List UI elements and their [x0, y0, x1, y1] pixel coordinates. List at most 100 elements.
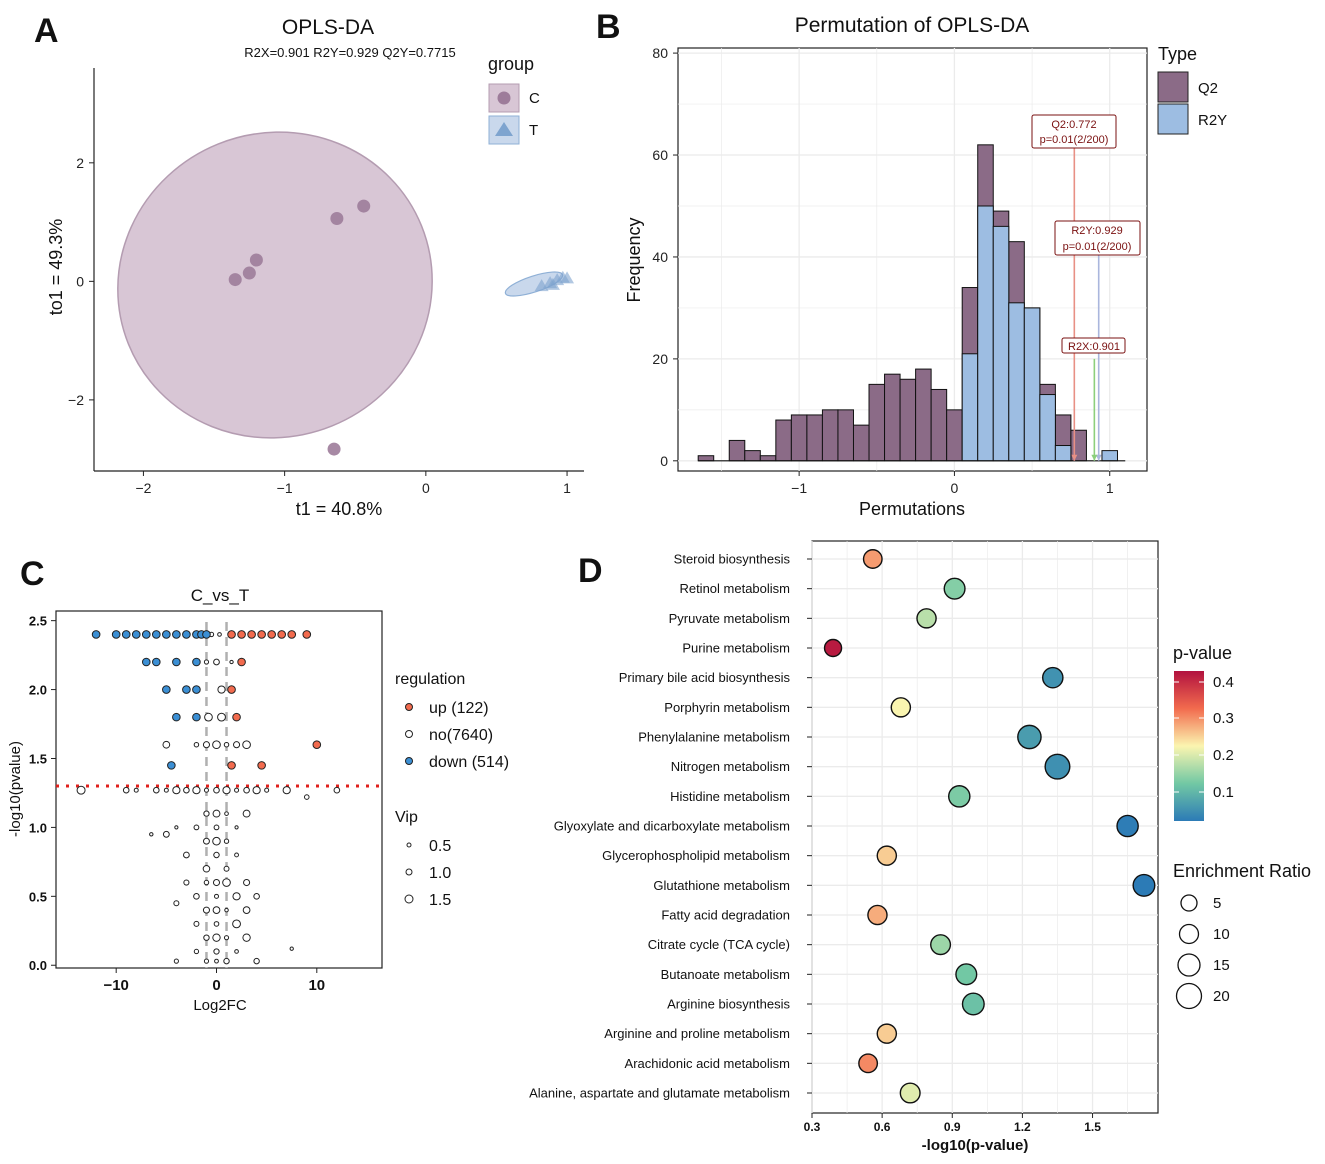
legend-no-marker — [405, 730, 413, 738]
panel-c-legend-title: regulation — [395, 671, 465, 688]
not-significant-point — [217, 712, 226, 722]
pathway-label: Glycerophospholipid metabolism — [602, 848, 790, 863]
not-significant-point — [204, 712, 213, 722]
size-legend-10-label: 10 — [1213, 926, 1230, 943]
not-significant-point — [282, 786, 291, 795]
not-significant-point — [253, 957, 260, 965]
up-regulated-point — [287, 630, 297, 639]
x-tick-label: −10 — [103, 977, 128, 994]
r2y-bar — [977, 205, 994, 462]
pathway-label: Alanine, aspartate and glutamate metabol… — [529, 1086, 790, 1101]
pathway-label: Histidine metabolism — [670, 789, 790, 804]
y-tick-label: 0.0 — [29, 958, 47, 973]
down-regulated-point — [202, 630, 211, 639]
not-significant-point — [133, 787, 139, 793]
y-tick-label: −2 — [68, 392, 84, 408]
not-significant-point — [232, 892, 241, 901]
pathway-label: Arachidonic acid metabolism — [625, 1056, 790, 1071]
panel-a-x-label: t1 = 40.8% — [296, 499, 383, 519]
not-significant-point — [213, 921, 220, 927]
legend-up-marker — [405, 703, 413, 711]
not-significant-point — [213, 948, 220, 955]
group-c-point — [242, 266, 256, 280]
q2-bar — [697, 455, 715, 462]
panel-letter-a: A — [34, 12, 59, 50]
pathway-point — [876, 1023, 898, 1044]
q2-bar — [852, 424, 870, 462]
not-significant-point — [213, 658, 220, 666]
group-c-point — [327, 442, 341, 456]
not-significant-point — [242, 740, 251, 750]
down-regulated-point — [192, 657, 201, 667]
not-significant-point — [162, 830, 170, 838]
legend-vip-1-0-label: 1.0 — [429, 865, 451, 882]
legend-t-label: T — [529, 122, 538, 139]
pathway-point — [899, 1082, 921, 1104]
legend-down-label: down (514) — [429, 754, 509, 771]
panel-c-points — [76, 630, 341, 965]
up-regulated-point — [227, 761, 236, 770]
legend-down-marker — [405, 757, 413, 765]
group-c-point — [249, 253, 263, 267]
pathway-point — [858, 1053, 879, 1074]
pathway-label: Citrate cycle (TCA cycle) — [648, 937, 790, 952]
q2-bar — [728, 439, 746, 462]
not-significant-point — [242, 933, 251, 942]
up-regulated-point — [232, 712, 241, 722]
panel-d-x-label: -log10(p-value) — [922, 1137, 1029, 1154]
pathway-point — [1041, 666, 1064, 689]
panel-c-ticks: −10 0 10 0.0 0.5 1.0 1.5 2.0 2.5 — [29, 614, 325, 994]
pathway-point — [1132, 873, 1156, 897]
not-significant-point — [172, 786, 181, 795]
y-tick-label: 0 — [76, 273, 84, 289]
down-regulated-point — [141, 630, 151, 639]
up-regulated-point — [267, 630, 276, 639]
not-significant-point — [212, 740, 221, 750]
pathway-point — [862, 549, 883, 569]
y-tick-label: 2.5 — [29, 614, 47, 629]
r2y-bar — [992, 225, 1010, 462]
not-significant-point — [193, 824, 200, 831]
not-significant-point — [183, 851, 190, 859]
size-legend-15-marker — [1177, 953, 1201, 977]
x-tick-label: 10 — [308, 977, 325, 994]
pathway-point — [1116, 814, 1139, 838]
pathway-label: Purine metabolism — [682, 641, 790, 656]
p-value-colorbar — [1174, 671, 1204, 821]
not-significant-point — [153, 786, 160, 794]
not-significant-point — [253, 893, 260, 900]
down-regulated-point — [192, 712, 201, 722]
down-regulated-point — [172, 712, 181, 722]
not-significant-point — [203, 659, 210, 665]
not-significant-point — [212, 906, 221, 914]
size-legend-5-marker — [1180, 894, 1198, 912]
r2y-bar — [1054, 445, 1072, 462]
not-significant-point — [193, 893, 200, 900]
panel-d-pathway-enrichment: Steroid biosynthesis Retinol metabolism Py… — [529, 540, 1311, 1154]
panel-b-reference-lines — [1071, 129, 1102, 461]
x-tick-label: 1 — [1106, 480, 1114, 496]
legend-up-label: up (122) — [429, 700, 489, 717]
not-significant-point — [232, 919, 241, 929]
colorbar-label-0-3: 0.3 — [1213, 710, 1234, 727]
not-significant-point — [264, 787, 270, 793]
annotation-r2y-line2: p=0.01(2/200) — [1063, 241, 1132, 253]
q2-bar — [915, 368, 932, 462]
reference-arrow — [1071, 454, 1078, 461]
annotation-r2y: R2Y:0.929 p=0.01(2/200) — [1054, 220, 1141, 256]
not-significant-point — [213, 786, 220, 794]
not-significant-point — [234, 949, 239, 954]
pathway-point — [867, 904, 888, 926]
down-regulated-point — [91, 630, 101, 639]
x-tick-label: 0 — [422, 480, 430, 496]
pathway-label: Pyruvate metabolism — [669, 611, 790, 626]
group-c-confidence-ellipse — [117, 131, 433, 439]
y-tick-label: 1.0 — [29, 820, 47, 835]
not-significant-point — [202, 864, 211, 873]
up-regulated-point — [227, 630, 236, 639]
down-regulated-point — [182, 685, 191, 694]
legend-c-label: C — [529, 90, 540, 107]
not-significant-point — [217, 685, 226, 694]
